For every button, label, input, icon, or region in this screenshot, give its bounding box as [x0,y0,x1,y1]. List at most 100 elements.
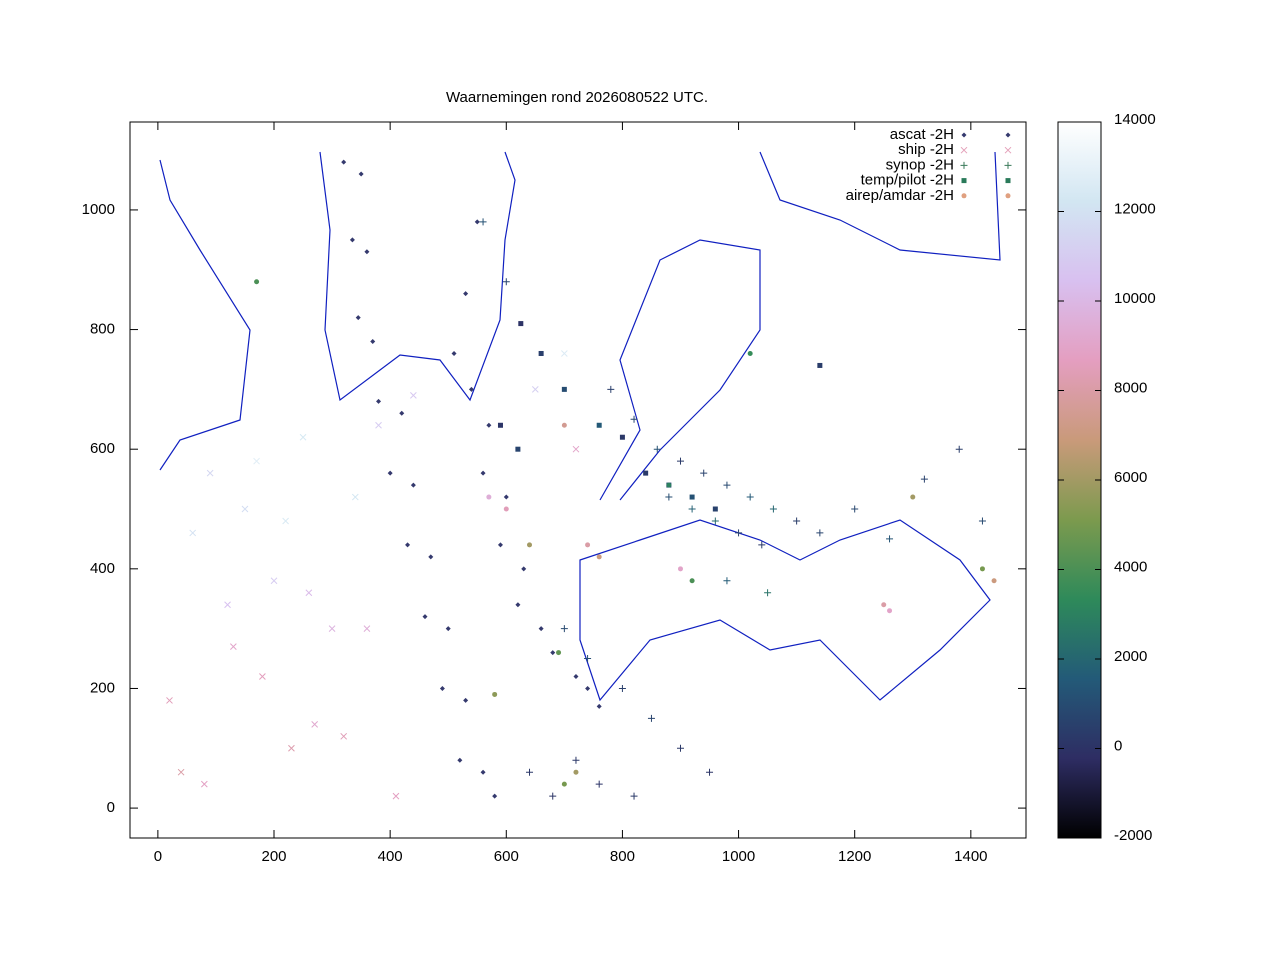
point-shape [399,410,405,416]
point [961,132,967,138]
point [1005,178,1011,184]
point [230,643,237,650]
point-shape [1005,132,1011,138]
colorbar-label: 0 [1114,737,1122,754]
point-shape [572,445,580,453]
point [375,421,382,429]
point [817,362,823,368]
point [887,608,893,614]
point-shape [747,350,753,356]
point-shape [480,470,486,476]
point-shape [630,415,638,423]
x-tick-label: 0 [154,848,162,865]
point-shape [1004,146,1012,154]
point-shape [817,362,823,368]
point [349,237,355,243]
point-shape [573,769,579,775]
point-shape [282,517,289,525]
point-shape [463,697,469,703]
y-tick-label: 800 [90,321,115,338]
point [538,350,544,356]
point-shape [468,386,474,392]
point [573,769,579,775]
point-shape [758,541,766,549]
point-shape [920,475,928,483]
point [881,602,887,608]
point-shape [851,505,859,513]
point-shape [518,321,524,327]
point [439,685,445,691]
point [445,626,451,632]
point-shape [254,279,260,285]
point [585,685,591,691]
point-shape [666,482,672,488]
point-shape [492,793,498,799]
point [647,714,655,722]
colorbar-label: 2000 [1114,648,1147,665]
point [526,768,534,776]
point-shape [793,517,801,525]
point [492,691,498,697]
point-shape [422,614,428,620]
point-shape [700,469,708,477]
point-shape [573,673,579,679]
point [689,578,695,584]
point [561,422,567,428]
y-tick-label: 0 [107,799,115,816]
point [241,505,249,513]
point-shape [439,685,445,691]
point [480,470,486,476]
point [503,506,509,512]
point-shape [979,566,985,572]
point [358,171,364,177]
point-shape [457,757,463,763]
point [463,697,469,703]
x-tick-label: 1000 [722,848,755,865]
point-shape [270,577,278,585]
point-shape [689,494,695,500]
point [758,541,766,549]
point-shape [497,422,503,428]
y-tick-label: 200 [90,679,115,696]
point [428,554,434,560]
point-shape [410,392,417,399]
point [584,655,592,663]
point-shape [349,237,355,243]
point-shape [486,494,492,500]
point [376,398,382,404]
point-shape [392,792,400,800]
point [595,780,603,788]
colorbar-label: 4000 [1114,558,1147,575]
point [492,793,498,799]
point-shape [492,691,498,697]
point-shape [550,650,556,656]
point [479,218,487,226]
point [405,542,411,548]
point-shape [189,529,197,537]
x-tick-label: 600 [494,848,519,865]
point-shape [1005,178,1011,184]
point [676,457,684,465]
point [486,422,492,428]
point-shape [305,589,313,597]
point-shape [351,493,359,501]
point [735,529,743,537]
point [370,339,376,345]
point-shape [723,577,731,585]
point [410,392,417,399]
colorbar-label: -2000 [1114,827,1152,844]
point [474,219,480,225]
point-shape [224,601,231,609]
point-shape [688,505,696,513]
point [561,781,567,787]
point-shape [961,193,967,199]
point-shape [363,625,371,632]
point-shape [428,554,434,560]
point-shape [584,655,592,663]
point [561,386,567,392]
legend-label: temp/pilot -2H [861,172,954,189]
point-shape [474,219,480,225]
point [653,445,661,453]
point-shape [881,602,887,608]
point-shape [480,769,486,775]
